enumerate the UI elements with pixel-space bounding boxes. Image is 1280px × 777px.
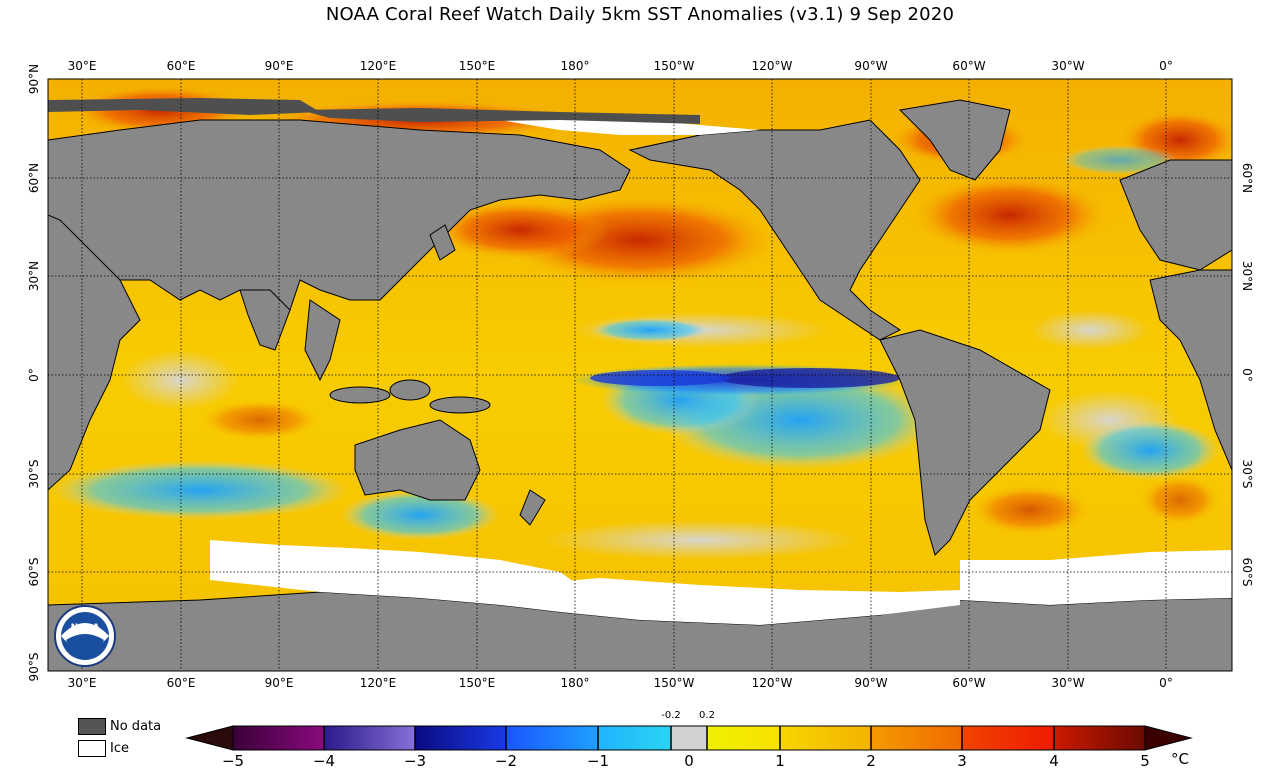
africa-east-land	[1149, 269, 1232, 471]
colorbar-tick-label: 3	[957, 752, 967, 770]
map-title: NOAA Coral Reef Watch Daily 5km SST Anom…	[325, 4, 955, 25]
greenland-land	[898, 99, 1011, 181]
new-zealand-land	[519, 489, 546, 526]
lat-label: 60°N	[1240, 162, 1254, 194]
lon-label: 0°	[1159, 676, 1173, 690]
no-data-regions	[48, 98, 700, 124]
south-america-land	[879, 329, 1051, 556]
lat-label: 30°S	[1240, 459, 1254, 489]
colorbar-small-label: -0.2	[661, 710, 681, 721]
lon-label: 30°E	[67, 59, 97, 73]
colorbar-tick-label: −2	[494, 752, 518, 770]
antarctic-ice-west	[210, 540, 600, 612]
la-nina-cold-tongue	[570, 364, 910, 396]
colorbar-tick-label: −3	[403, 752, 427, 770]
lon-label: 90°W	[854, 59, 888, 73]
colorbar-min-arrow	[185, 725, 234, 751]
lon-label: 60°E	[166, 676, 196, 690]
lon-label: 30°E	[67, 676, 97, 690]
india-land	[239, 289, 291, 351]
lat-label: 30°S	[27, 459, 41, 489]
colorbar-tick-label: 5	[1140, 752, 1150, 770]
colorbar-tick-label: 4	[1049, 752, 1059, 770]
lon-label: 90°E	[264, 59, 294, 73]
new-guinea-land	[429, 396, 491, 414]
colorbar-max-arrow	[1144, 725, 1193, 751]
lon-label: 30°W	[1051, 676, 1085, 690]
graticule	[48, 79, 1232, 671]
lon-label: 180°	[560, 59, 590, 73]
antarctic-ice-central	[520, 578, 960, 625]
north-america-land	[628, 119, 921, 341]
colorbar	[185, 725, 1193, 751]
lat-label: 30°N	[27, 260, 41, 292]
ice-regions	[210, 118, 1232, 625]
lon-label: 30°W	[1051, 59, 1085, 73]
australia-land	[354, 419, 481, 501]
antarctic-ice-east	[960, 550, 1232, 605]
lon-label: 150°E	[458, 59, 496, 73]
noaa-logo: NOAA	[54, 605, 116, 667]
indochina-land	[304, 299, 341, 382]
lon-label: 120°W	[751, 676, 793, 690]
no-data-label: No data	[110, 719, 162, 734]
lon-label: 60°W	[952, 676, 986, 690]
land-masses	[48, 99, 1232, 671]
eurasia-land	[48, 119, 631, 342]
colorbar-tick-label: 2	[866, 752, 876, 770]
lat-label: 90°S	[27, 652, 41, 682]
lon-label: 60°W	[952, 59, 986, 73]
map-frame	[47, 78, 1233, 672]
lon-label: 120°W	[751, 59, 793, 73]
lon-label: 180°	[560, 676, 590, 690]
arctic-ice	[500, 118, 760, 135]
lat-label: 60°N	[27, 162, 41, 194]
colorbar-tick-label: 0	[684, 752, 694, 770]
no-data-swatch	[78, 718, 106, 735]
lon-label: 0°	[1159, 59, 1173, 73]
colorbar-tick-label: −4	[312, 752, 336, 770]
lat-label: 0°	[27, 368, 41, 382]
lat-label: 90°N	[27, 63, 41, 95]
colorbar-gradient	[232, 725, 1146, 751]
legend-ice: Ice	[78, 740, 129, 757]
japan-land	[429, 224, 456, 261]
ice-label: Ice	[110, 741, 129, 756]
lon-label: 150°W	[653, 676, 695, 690]
lon-label: 90°E	[264, 676, 294, 690]
lat-label: 30°N	[1240, 260, 1254, 292]
lon-label: 60°E	[166, 59, 196, 73]
lon-label: 150°W	[653, 59, 695, 73]
colorbar-tick-label: −1	[586, 752, 610, 770]
indonesia-land	[329, 386, 391, 404]
europe-land	[1119, 159, 1232, 271]
colorbar-tick-label: −5	[221, 752, 245, 770]
colorbar-small-label: 0.2	[699, 710, 715, 721]
lat-label: 0°	[1240, 368, 1254, 382]
ice-swatch	[78, 740, 106, 757]
lon-label: 120°E	[359, 676, 397, 690]
arctic-no-data	[48, 98, 320, 115]
lon-label: 150°E	[458, 676, 496, 690]
colorbar-tick-label: 1	[775, 752, 785, 770]
legend-no-data: No data	[78, 718, 161, 735]
lat-label: 60°S	[27, 557, 41, 587]
lon-label: 90°W	[854, 676, 888, 690]
svg-text:NOAA: NOAA	[71, 623, 100, 633]
colorbar-unit: °C	[1171, 750, 1189, 768]
lat-label: 60°S	[1240, 557, 1254, 587]
lon-label: 120°E	[359, 59, 397, 73]
